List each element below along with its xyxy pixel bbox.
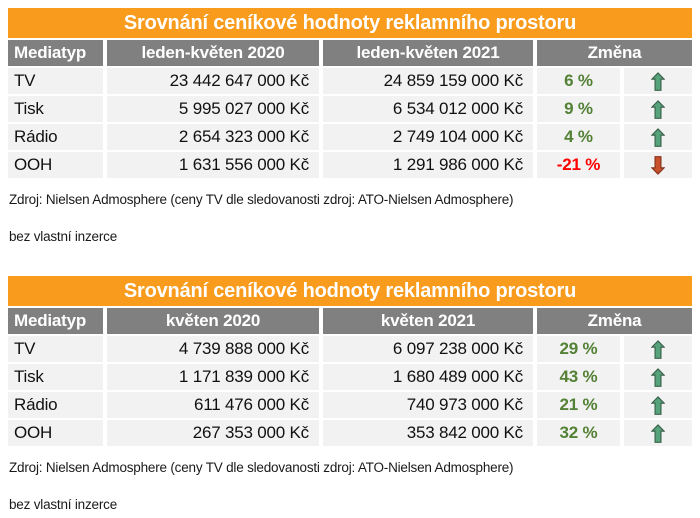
footnote: bez vlastní inzerce	[9, 229, 118, 244]
change-percent-cell: 6 %	[537, 68, 620, 94]
trend-arrow-icon	[624, 420, 692, 446]
change-percent-cell: 29 %	[537, 336, 620, 362]
mediatyp-cell: Tisk	[8, 364, 103, 390]
change-percent-cell: 43 %	[537, 364, 620, 390]
mediatyp-cell: TV	[8, 68, 103, 94]
column-header-period-2021: květen 2021	[323, 308, 533, 334]
footnote: bez vlastní inzerce	[9, 497, 118, 512]
value-cell-2021: 6 097 238 000 Kč	[323, 336, 533, 362]
value-cell-2020: 611 476 000 Kč	[107, 392, 319, 418]
source-note: Zdroj: Nielsen Admosphere (ceny TV dle s…	[9, 460, 514, 475]
change-percent-cell: 4 %	[537, 124, 620, 150]
value-cell-2020: 4 739 888 000 Kč	[107, 336, 319, 362]
value-cell-2021: 1 680 489 000 Kč	[323, 364, 533, 390]
trend-arrow-icon	[624, 152, 692, 178]
trend-arrow-icon	[624, 96, 692, 122]
change-percent-cell: 32 %	[537, 420, 620, 446]
value-cell-2021: 6 534 012 000 Kč	[323, 96, 533, 122]
trend-arrow-icon	[624, 364, 692, 390]
column-header-period-2020: leden-květen 2020	[107, 40, 319, 66]
change-percent-cell: -21 %	[537, 152, 620, 178]
table-title: Srovnání ceníkové hodnoty reklamního pro…	[8, 8, 692, 38]
table-grid: Srovnání ceníkové hodnoty reklamního pro…	[8, 276, 692, 446]
change-percent-cell: 21 %	[537, 392, 620, 418]
mediatyp-cell: OOH	[8, 420, 103, 446]
column-header-change: Změna	[537, 308, 692, 334]
price-comparison-table-may: Srovnání ceníkové hodnoty reklamního pro…	[8, 276, 692, 512]
column-header-mediatyp: Mediatyp	[8, 40, 103, 66]
value-cell-2021: 353 842 000 Kč	[323, 420, 533, 446]
value-cell-2021: 740 973 000 Kč	[323, 392, 533, 418]
column-header-period-2020: květen 2020	[107, 308, 319, 334]
mediatyp-cell: Rádio	[8, 392, 103, 418]
table-title: Srovnání ceníkové hodnoty reklamního pro…	[8, 276, 692, 306]
mediatyp-cell: Tisk	[8, 96, 103, 122]
value-cell-2020: 1 171 839 000 Kč	[107, 364, 319, 390]
value-cell-2021: 1 291 986 000 Kč	[323, 152, 533, 178]
value-cell-2020: 23 442 647 000 Kč	[107, 68, 319, 94]
value-cell-2021: 2 749 104 000 Kč	[323, 124, 533, 150]
mediatyp-cell: OOH	[8, 152, 103, 178]
trend-arrow-icon	[624, 392, 692, 418]
mediatyp-cell: TV	[8, 336, 103, 362]
mediatyp-cell: Rádio	[8, 124, 103, 150]
trend-arrow-icon	[624, 336, 692, 362]
value-cell-2020: 2 654 323 000 Kč	[107, 124, 319, 150]
value-cell-2020: 1 631 556 000 Kč	[107, 152, 319, 178]
table-grid: Srovnání ceníkové hodnoty reklamního pro…	[8, 8, 692, 178]
column-header-period-2021: leden-květen 2021	[323, 40, 533, 66]
trend-arrow-icon	[624, 124, 692, 150]
change-percent-cell: 9 %	[537, 96, 620, 122]
price-comparison-table-jan-may: Srovnání ceníkové hodnoty reklamního pro…	[8, 8, 692, 244]
trend-arrow-icon	[624, 68, 692, 94]
value-cell-2020: 5 995 027 000 Kč	[107, 96, 319, 122]
column-header-change: Změna	[537, 40, 692, 66]
source-note: Zdroj: Nielsen Admosphere (ceny TV dle s…	[9, 192, 514, 207]
column-header-mediatyp: Mediatyp	[8, 308, 103, 334]
value-cell-2020: 267 353 000 Kč	[107, 420, 319, 446]
value-cell-2021: 24 859 159 000 Kč	[323, 68, 533, 94]
